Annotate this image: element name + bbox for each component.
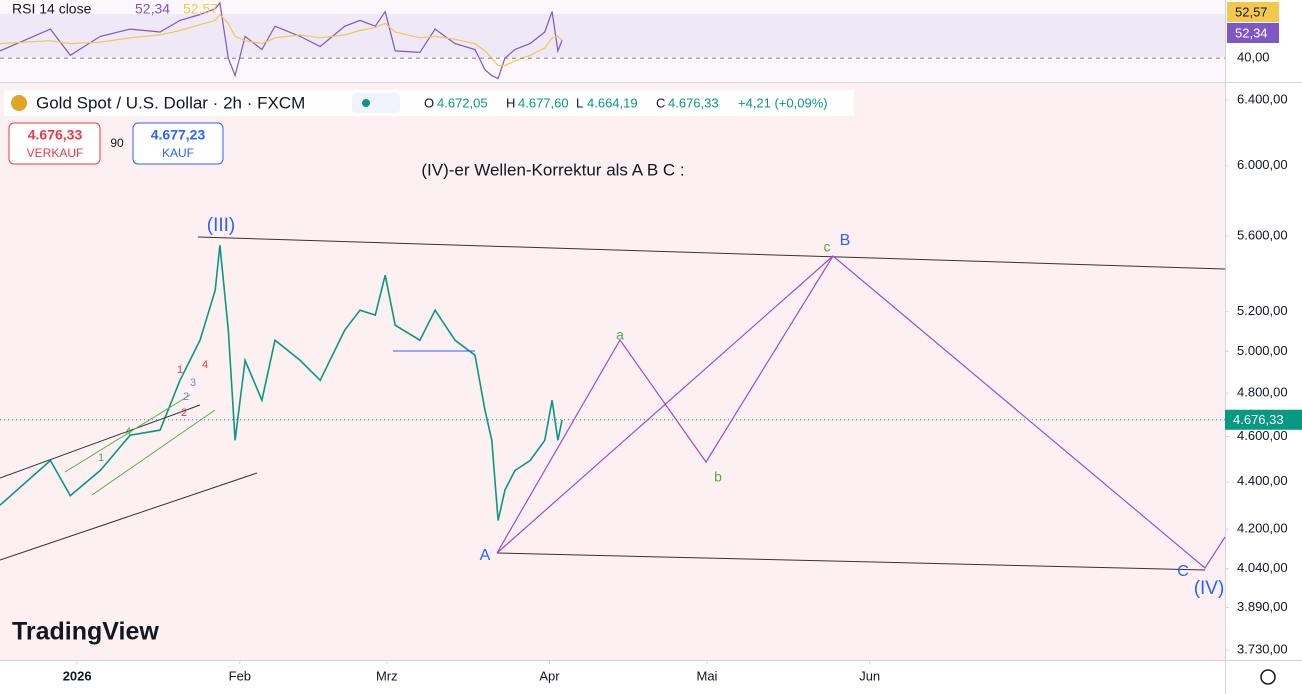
wave-label: c (824, 239, 831, 255)
x-tick-label: Mrz (376, 668, 398, 683)
series-line (0, 245, 563, 521)
rsi-ma-value: 52,57 (183, 1, 218, 17)
sub-wave: 4 (202, 359, 208, 371)
sell-label: VERKAUF (27, 146, 84, 160)
wave-label: (IV) (1194, 578, 1225, 599)
annotation-title: (IV)-er Wellen-Korrektur als A B C : (421, 160, 684, 179)
rsi-band (0, 14, 1225, 57)
ohlc-value: 4.672,05 (437, 95, 488, 110)
x-tick-label: Mai (696, 668, 717, 683)
wave-label: a (616, 327, 624, 343)
wave-label: A (480, 547, 491, 564)
y-tick-label: 5.000,00 (1237, 343, 1288, 358)
ohlc-label: L (576, 95, 583, 110)
wave-label: C (1177, 563, 1189, 580)
y-tick-label: 4.400,00 (1237, 473, 1288, 488)
sub-wave: 2 (183, 391, 189, 403)
ohlc-label: H (506, 95, 515, 110)
channel (64, 394, 216, 496)
sub-wave: 1 (98, 452, 104, 464)
status (352, 93, 400, 113)
rsi-title: RSI 14 close (12, 1, 92, 17)
y-tick-label: 6.400,00 (1237, 91, 1288, 106)
y-tick-label: 3.730,00 (1237, 642, 1288, 657)
sell-price: 4.676,33 (28, 127, 83, 143)
spread: 90 (110, 136, 124, 150)
sub-wave: 3 (190, 377, 196, 389)
y-tick-label: 4.800,00 (1237, 385, 1288, 400)
x-tick-label: Jun (859, 668, 880, 683)
ohlc-value: 4.664,19 (587, 95, 638, 110)
rsi-value: 52,34 (135, 1, 170, 17)
series-line (0, 1, 563, 80)
status-dot (362, 99, 370, 107)
series-line (0, 13, 563, 67)
sell-button[interactable] (8, 122, 101, 165)
x-tick-label: Apr (539, 668, 560, 683)
logo: TradingView (12, 618, 159, 646)
y-tick-label: 40,00 (1237, 50, 1270, 65)
header-bg (4, 90, 854, 116)
rsi-value-box (1227, 2, 1279, 22)
y-tick-label: 4.200,00 (1237, 521, 1288, 536)
price-pane (0, 83, 1225, 660)
change: +4,21 (+0,09%) (738, 95, 828, 110)
y-tick-label: 6.000,00 (1237, 157, 1288, 172)
ohlc-label: O (424, 95, 434, 110)
sub-wave: 4 (125, 426, 131, 438)
plot (0, 1, 563, 521)
symbol: Gold Spot / U.S. Dollar · 2h · FXCM (36, 93, 305, 112)
wave-path (496, 255, 834, 554)
rsi-value-label: 52,34 (1235, 25, 1268, 40)
ohlc-value: 4.677,60 (518, 95, 569, 110)
wave-label: B (840, 232, 851, 249)
y-tick-label: 4.600,00 (1237, 428, 1288, 443)
sub-wave: 2 (181, 407, 187, 419)
trendlines (0, 236, 1226, 571)
y-tick-label: 5.600,00 (1237, 228, 1288, 243)
ohlc-value: 4.676,33 (668, 95, 719, 110)
settings-icon[interactable] (1260, 669, 1276, 685)
wave-label: b (714, 469, 722, 485)
wave-path (496, 255, 1226, 569)
rsi-value-box (1227, 23, 1279, 43)
buy-price: 4.677,23 (151, 127, 206, 143)
rsi-value-label: 52,57 (1235, 4, 1268, 19)
buy-label: KAUF (162, 146, 194, 160)
y-tick-label: 3.890,00 (1237, 599, 1288, 614)
y-tick-label: 5.200,00 (1237, 303, 1288, 318)
sub-wave: 1 (177, 364, 183, 376)
last-price-box (1225, 409, 1302, 430)
x-tick-label: Feb (229, 668, 251, 683)
symbol-icon (11, 95, 27, 111)
last-price-label: 4.676,33 (1233, 412, 1284, 427)
y-tick-label: 4.040,00 (1237, 560, 1288, 575)
x-tick-label: 2026 (63, 668, 92, 683)
buy-button[interactable] (132, 122, 224, 165)
wave-label: (III) (207, 215, 236, 236)
ohlc-label: C (656, 95, 665, 110)
